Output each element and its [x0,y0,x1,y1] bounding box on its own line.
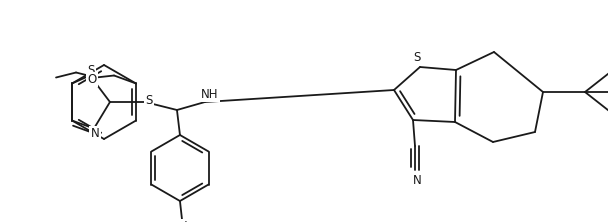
Text: O: O [88,73,97,86]
Text: S: S [413,50,421,63]
Text: S: S [88,64,95,77]
Text: NH: NH [201,87,219,101]
Text: S: S [145,93,153,107]
Text: Cl: Cl [176,220,188,222]
Text: N: N [413,174,421,186]
Text: N: N [91,127,99,140]
